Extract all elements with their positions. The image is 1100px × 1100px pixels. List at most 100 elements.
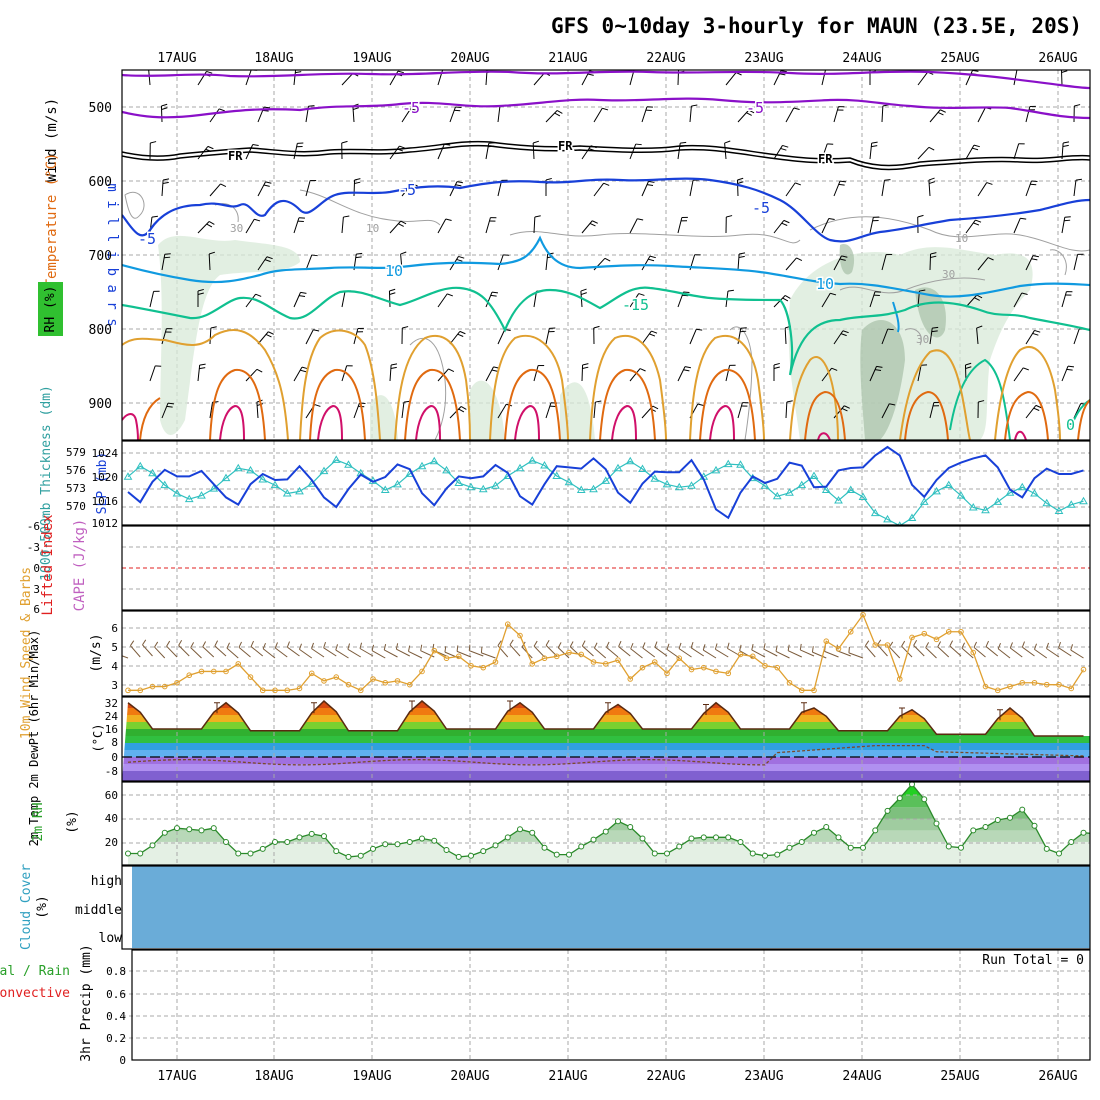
wind-speed-point bbox=[406, 681, 413, 688]
wind-barb bbox=[786, 400, 793, 403]
wind-barb bbox=[197, 288, 204, 292]
wind-barb bbox=[401, 402, 405, 419]
precip-tick: 0.8 bbox=[106, 965, 126, 978]
wind-barb bbox=[311, 254, 318, 257]
stability-tick: -6 bbox=[27, 520, 40, 533]
thickness-point bbox=[858, 492, 868, 500]
wind-barb bbox=[641, 106, 648, 123]
wind-barb bbox=[821, 293, 831, 308]
slp-tick: 1024 bbox=[92, 447, 119, 460]
wind-barb bbox=[748, 109, 755, 114]
wind-barb bbox=[651, 330, 658, 334]
wind-barb bbox=[986, 182, 993, 185]
wind-barb bbox=[976, 325, 983, 329]
wind-barb bbox=[928, 146, 935, 151]
temperature-line bbox=[127, 699, 1084, 737]
temperature-band bbox=[122, 743, 1090, 750]
pressure-tick: 800 bbox=[89, 323, 112, 338]
wind10m-barb bbox=[848, 652, 864, 659]
wind-speed-point bbox=[725, 670, 732, 677]
wind-barb bbox=[697, 403, 704, 406]
wind-barb bbox=[724, 140, 731, 144]
rh-point bbox=[823, 823, 830, 830]
rh-point bbox=[566, 851, 572, 858]
stability-tick: 6 bbox=[33, 603, 40, 616]
wind10m-barb bbox=[714, 643, 718, 650]
temperature-label: Temperature (°C) bbox=[44, 153, 60, 288]
wind-barb bbox=[740, 330, 747, 333]
wind-barb bbox=[390, 366, 397, 370]
wind-barb bbox=[257, 256, 268, 271]
wind-barb bbox=[592, 220, 598, 224]
thickness-line bbox=[127, 459, 1084, 525]
precip-tick: 0.2 bbox=[106, 1032, 126, 1045]
wind-barb bbox=[869, 143, 873, 160]
wind10m-barb bbox=[812, 651, 827, 659]
wind-speed-point bbox=[811, 687, 817, 694]
wind-barb bbox=[871, 141, 878, 144]
wind-speed-point bbox=[847, 628, 854, 635]
rh-tick: 20 bbox=[105, 836, 118, 849]
wind-barb bbox=[533, 365, 539, 382]
wind-barb bbox=[593, 182, 605, 197]
stability-panel: Lifted Index CAPE (J/kg) -6 -3 0 3 6 bbox=[27, 514, 1090, 616]
wind-barb bbox=[840, 333, 847, 337]
temperature-band bbox=[122, 736, 1090, 743]
wind-speed-point bbox=[517, 632, 523, 639]
wind10m-barb bbox=[456, 650, 472, 658]
wind-barb bbox=[581, 364, 584, 382]
wind-barb bbox=[785, 107, 795, 123]
wind-barb bbox=[974, 297, 980, 301]
wind-speed-point bbox=[174, 679, 180, 686]
wind10m-barb bbox=[1046, 648, 1060, 658]
wind10m-barb bbox=[154, 641, 159, 648]
rh-axis-title: 2m RH bbox=[31, 802, 46, 841]
wind10m-barb bbox=[569, 641, 574, 648]
thickness-point bbox=[821, 485, 831, 493]
wind-barb bbox=[833, 180, 841, 197]
wind-barb bbox=[821, 143, 828, 160]
rh-point bbox=[835, 834, 842, 841]
wind10m-barb bbox=[468, 644, 471, 651]
wind-barb bbox=[785, 182, 796, 197]
wind-barb bbox=[796, 257, 803, 262]
wind-barb bbox=[928, 177, 935, 181]
wind-barb bbox=[870, 67, 876, 69]
wind-barb bbox=[602, 107, 609, 111]
wind-barb bbox=[881, 328, 889, 345]
temperature-tick: 0 bbox=[111, 751, 118, 764]
precip-convective-label: Convective bbox=[0, 986, 70, 1001]
wind-barb bbox=[459, 330, 466, 335]
wind-label: Wind (m/s) bbox=[44, 98, 60, 182]
wind-barb bbox=[830, 292, 837, 296]
thickness-point bbox=[785, 488, 794, 496]
contour-label: 10 bbox=[385, 262, 403, 280]
wind10m-tick: 4 bbox=[111, 660, 118, 673]
thickness-point bbox=[674, 482, 684, 491]
wind-barb bbox=[1031, 180, 1038, 182]
wind-speed-point bbox=[590, 659, 597, 665]
wind10m-barb bbox=[166, 645, 178, 658]
wind10m-barb bbox=[557, 642, 562, 648]
wind-barb bbox=[401, 108, 412, 123]
wind-barb bbox=[773, 145, 783, 160]
thickness-point bbox=[736, 460, 745, 468]
wind-barb bbox=[497, 329, 506, 345]
wind-barb bbox=[595, 400, 602, 403]
wind-speed-point bbox=[235, 661, 242, 667]
rh-band bbox=[128, 795, 1090, 808]
wind-barb bbox=[449, 106, 456, 123]
wind10m-barb bbox=[1046, 642, 1049, 649]
wind-barb bbox=[305, 180, 311, 197]
thickness-point bbox=[650, 474, 660, 482]
rh-markers bbox=[125, 782, 1087, 860]
wind-barb bbox=[978, 400, 985, 403]
date-label: 23AUG bbox=[744, 1069, 783, 1084]
wind-barb bbox=[163, 178, 170, 181]
thickness-point bbox=[429, 456, 439, 465]
contour-label: -5 bbox=[746, 99, 764, 117]
rh-tick: 60 bbox=[105, 789, 118, 802]
wind-barb bbox=[164, 253, 171, 255]
wind10m-barb bbox=[444, 646, 447, 653]
isotherm-orange-25 bbox=[139, 368, 1090, 440]
